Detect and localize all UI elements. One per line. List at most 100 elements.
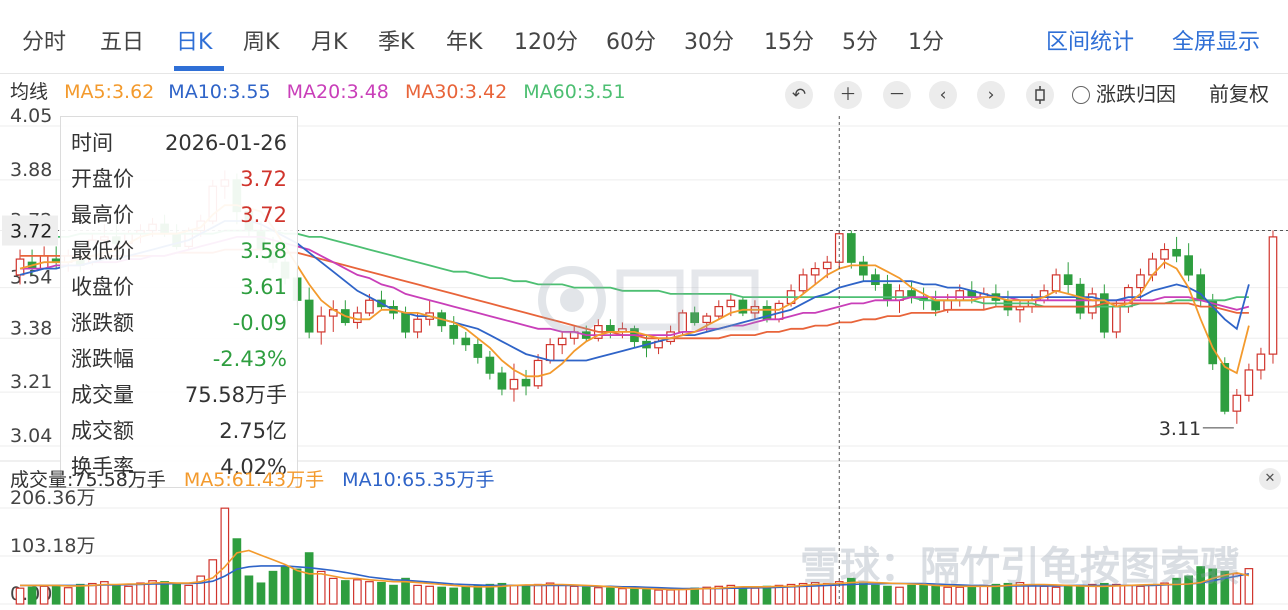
tab-1[interactable]: 五日 xyxy=(100,30,145,55)
candle-body xyxy=(1220,363,1230,412)
tooltip-value: 2026-01-26 xyxy=(164,131,287,155)
volume-bar xyxy=(654,589,663,605)
volume-bar xyxy=(859,582,868,605)
volume-bar xyxy=(39,585,49,605)
volume-bar xyxy=(702,586,712,605)
price-tick-label: 3.88 xyxy=(10,159,52,181)
volume-bar xyxy=(15,587,25,605)
candle-glyph xyxy=(1035,86,1045,104)
adjust-option[interactable]: 前复权 xyxy=(1209,82,1269,106)
fullscreen-link[interactable]: 全屏显示 xyxy=(1172,30,1261,55)
tooltip-label: 最高价 xyxy=(71,203,134,227)
volume-bar xyxy=(593,587,603,605)
vol_ma5-line xyxy=(20,549,1250,591)
tooltip-value: 3.72 xyxy=(240,203,287,227)
volume-bar xyxy=(774,584,784,605)
volume-bar xyxy=(112,584,121,605)
candle-body xyxy=(1112,305,1121,333)
candle-body xyxy=(485,356,495,374)
volume-bar xyxy=(991,583,1001,605)
candle-style-icon[interactable] xyxy=(1026,81,1054,109)
volume-bar xyxy=(425,585,434,605)
tab-11[interactable]: 5分 xyxy=(842,30,878,55)
volume-bar xyxy=(581,586,591,605)
tab-12[interactable]: 1分 xyxy=(908,30,944,55)
tooltip-label: 换手率 xyxy=(71,455,134,479)
volume-bar xyxy=(1184,575,1193,605)
candle-body xyxy=(461,337,471,346)
volume-bar xyxy=(268,570,278,605)
volume-bar xyxy=(160,581,169,605)
undo-icon[interactable]: ↶ xyxy=(785,81,813,109)
candle-body xyxy=(545,344,555,362)
prev-icon[interactable]: ‹ xyxy=(929,81,957,109)
tab-2[interactable]: 日K xyxy=(176,30,213,55)
zoom-in-icon[interactable]: ＋ xyxy=(834,81,862,109)
volume-bar xyxy=(280,566,290,605)
ma-legend-label: 均线 xyxy=(10,81,49,103)
volume-bar xyxy=(75,583,85,605)
zoom-out-icon[interactable]: － xyxy=(883,81,911,109)
candle-body xyxy=(1160,248,1169,260)
candle-body xyxy=(1256,353,1266,371)
tab-8[interactable]: 60分 xyxy=(606,30,656,55)
tooltip-row: 涨跌额 -0.09 xyxy=(71,305,287,341)
volume-bar xyxy=(124,585,133,605)
volume-bar xyxy=(895,586,904,605)
active-tab-underline xyxy=(174,66,224,71)
volume-bar xyxy=(630,588,639,605)
tab-7[interactable]: 120分 xyxy=(514,30,578,55)
volume-bar xyxy=(1003,582,1013,605)
range-stats-link[interactable]: 区间统计 xyxy=(1046,30,1135,55)
tab-3[interactable]: 周K xyxy=(243,30,280,55)
volume-bar xyxy=(244,575,254,605)
tab-0[interactable]: 分时 xyxy=(22,30,67,55)
volume-bar xyxy=(726,584,736,605)
volume-value-label: 成交量:75.58万手 xyxy=(10,469,166,491)
candle-body xyxy=(1051,274,1061,292)
volume-bar xyxy=(1112,583,1121,605)
volume-bar xyxy=(449,587,459,605)
tooltip-label: 成交量 xyxy=(71,383,134,407)
crosshair-price-label: 3.72 xyxy=(10,221,52,243)
candle-body xyxy=(557,337,567,346)
volume-bar xyxy=(220,507,230,605)
volume-bar xyxy=(87,582,97,605)
ma10-label: MA10:3.55 xyxy=(168,81,271,103)
volume-bar xyxy=(304,552,314,605)
tab-10[interactable]: 15分 xyxy=(764,30,814,55)
tooltip-row: 涨跌幅 -2.43% xyxy=(71,341,287,377)
tab-9[interactable]: 30分 xyxy=(684,30,734,55)
tooltip-row: 成交量 75.58万手 xyxy=(71,377,287,413)
candle-body xyxy=(871,274,880,286)
volume-bar xyxy=(943,586,953,605)
price-tick-label: 3.38 xyxy=(10,317,52,339)
tooltip-label: 收盘价 xyxy=(71,275,134,299)
crosshair-price-box xyxy=(2,215,58,246)
volume-bar xyxy=(196,575,206,605)
tab-6[interactable]: 年K xyxy=(446,30,483,55)
volume-bar xyxy=(955,586,965,605)
next-icon[interactable]: › xyxy=(977,81,1005,109)
volume-bar xyxy=(27,586,37,605)
volume-bar xyxy=(1172,577,1181,605)
volume-bar xyxy=(738,586,748,605)
volume-bar xyxy=(1136,585,1145,605)
close-volume-icon[interactable]: ✕ xyxy=(1259,468,1281,490)
volume-bar xyxy=(1196,566,1206,605)
volume-bar xyxy=(316,570,326,605)
vol-ma10-label: MA10:65.35万手 xyxy=(342,469,495,491)
volume-bar xyxy=(666,589,675,605)
candle-body xyxy=(859,261,868,276)
candle-body xyxy=(521,378,531,387)
tab-4[interactable]: 月K xyxy=(311,30,348,55)
rise-fall-toggle[interactable]: 涨跌归因 xyxy=(1072,79,1176,109)
volume-bar xyxy=(750,587,760,605)
volume-bar xyxy=(256,582,266,605)
candle-body xyxy=(810,267,820,276)
candle-body xyxy=(1232,394,1242,412)
tab-5[interactable]: 季K xyxy=(378,30,415,55)
candle-body xyxy=(822,261,832,270)
volume-bar xyxy=(1063,585,1073,605)
price-tick-label: 3.21 xyxy=(10,371,52,393)
